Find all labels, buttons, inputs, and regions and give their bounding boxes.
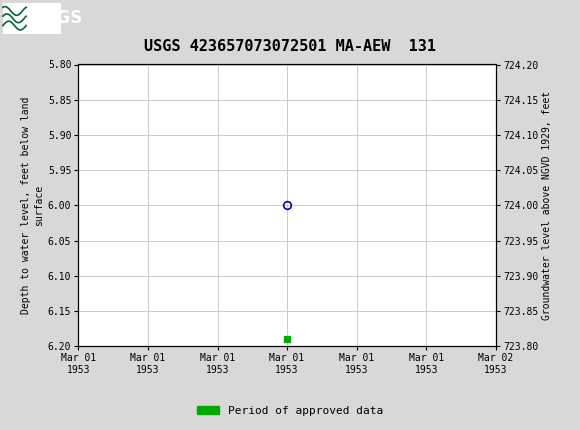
Legend: Period of approved data: Period of approved data (193, 401, 387, 420)
Text: USGS: USGS (12, 11, 58, 26)
Y-axis label: Groundwater level above NGVD 1929, feet: Groundwater level above NGVD 1929, feet (542, 91, 552, 320)
Bar (3, 3, 61, 34)
Text: USGS: USGS (32, 9, 83, 27)
Text: USGS 423657073072501 MA-AEW  131: USGS 423657073072501 MA-AEW 131 (144, 39, 436, 54)
Y-axis label: Depth to water level, feet below land
surface: Depth to water level, feet below land su… (21, 97, 44, 314)
